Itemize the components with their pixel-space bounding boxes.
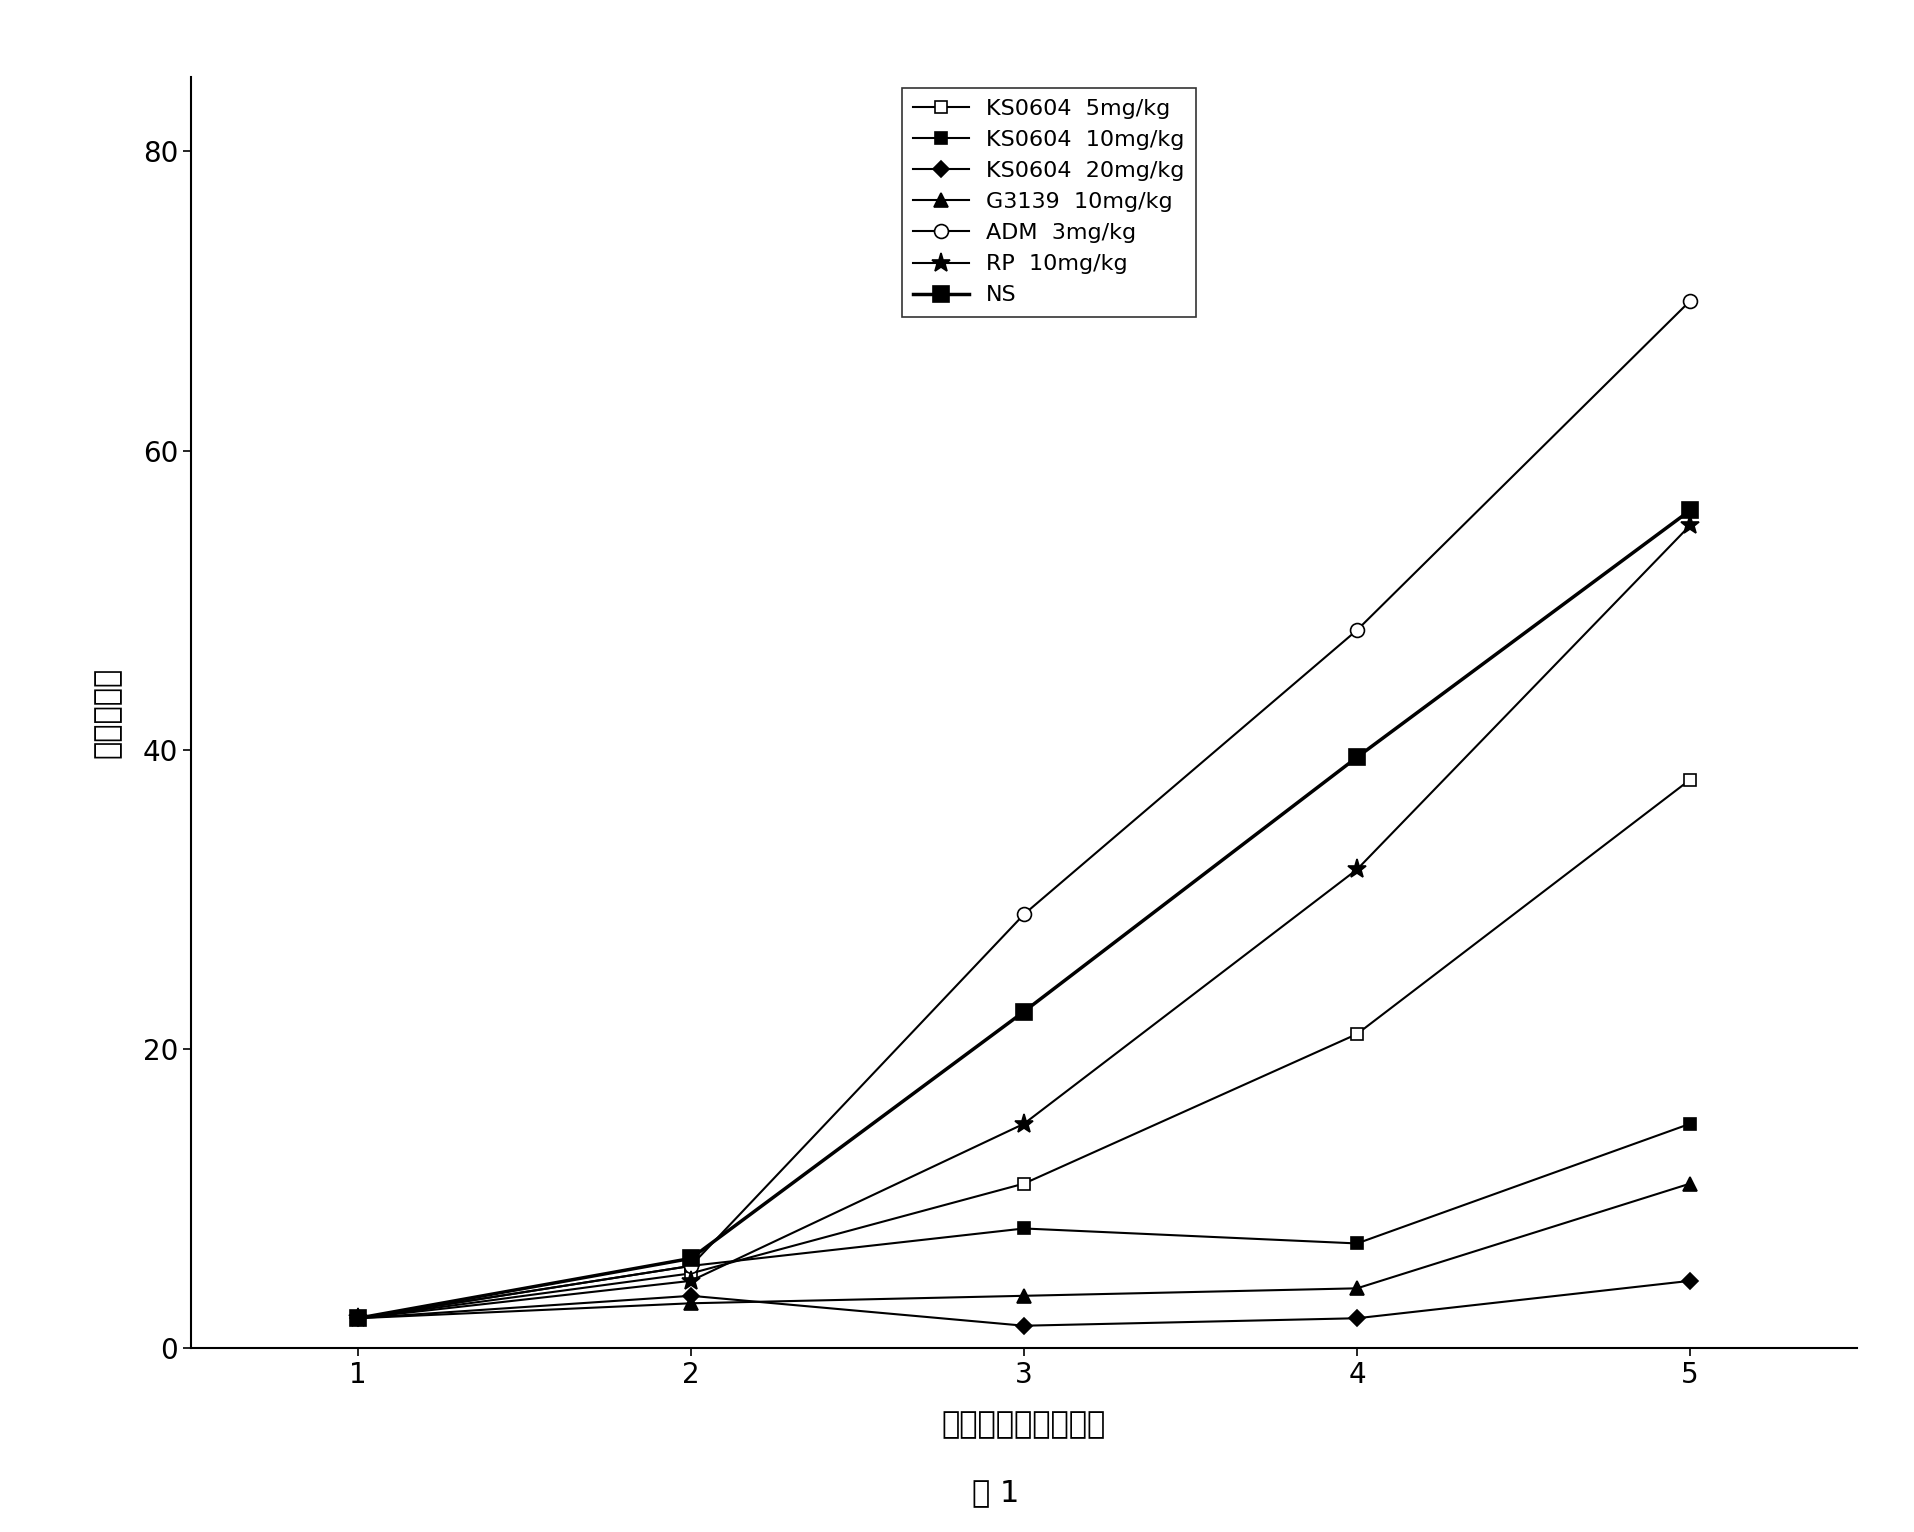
- Legend: KS0604  5mg/kg, KS0604  10mg/kg, KS0604  20mg/kg, G3139  10mg/kg, ADM  3mg/kg, R: KS0604 5mg/kg, KS0604 10mg/kg, KS0604 20…: [901, 87, 1196, 317]
- NS: [1346, 748, 1369, 766]
- KS0604  5mg/kg: [1679, 771, 1702, 789]
- X-axis label: 检测点（时间顺序）: 检测点（时间顺序）: [942, 1409, 1106, 1439]
- Line: KS0604  5mg/kg: KS0604 5mg/kg: [352, 774, 1696, 1325]
- Line: RP  10mg/kg: RP 10mg/kg: [348, 516, 1700, 1328]
- KS0604  20mg/kg: [679, 1287, 702, 1305]
- KS0604  10mg/kg: [1013, 1219, 1035, 1238]
- KS0604  5mg/kg: [346, 1308, 369, 1327]
- KS0604  10mg/kg: [1679, 1115, 1702, 1134]
- NS: [1013, 1002, 1035, 1020]
- RP  10mg/kg: [1013, 1115, 1035, 1134]
- NS: [1679, 501, 1702, 519]
- RP  10mg/kg: [1346, 861, 1369, 879]
- RP  10mg/kg: [346, 1308, 369, 1327]
- KS0604  20mg/kg: [1679, 1272, 1702, 1290]
- ADM  3mg/kg: [1679, 291, 1702, 309]
- KS0604  5mg/kg: [1013, 1175, 1035, 1193]
- Line: ADM  3mg/kg: ADM 3mg/kg: [350, 294, 1698, 1325]
- KS0604  5mg/kg: [679, 1264, 702, 1282]
- NS: [679, 1249, 702, 1267]
- G3139  10mg/kg: [1346, 1279, 1369, 1298]
- G3139  10mg/kg: [679, 1295, 702, 1313]
- G3139  10mg/kg: [1679, 1175, 1702, 1193]
- Y-axis label: 相对睤体积: 相对睤体积: [94, 666, 122, 758]
- Line: NS: NS: [350, 502, 1698, 1325]
- G3139  10mg/kg: [1013, 1287, 1035, 1305]
- RP  10mg/kg: [679, 1272, 702, 1290]
- Line: KS0604  10mg/kg: KS0604 10mg/kg: [352, 1117, 1696, 1325]
- G3139  10mg/kg: [346, 1308, 369, 1327]
- KS0604  20mg/kg: [1346, 1308, 1369, 1327]
- Line: G3139  10mg/kg: G3139 10mg/kg: [350, 1177, 1698, 1325]
- ADM  3mg/kg: [346, 1308, 369, 1327]
- Text: 图 1: 图 1: [972, 1478, 1018, 1507]
- KS0604  10mg/kg: [1346, 1235, 1369, 1253]
- NS: [346, 1308, 369, 1327]
- KS0604  20mg/kg: [1013, 1316, 1035, 1334]
- KS0604  10mg/kg: [679, 1256, 702, 1275]
- ADM  3mg/kg: [679, 1256, 702, 1275]
- ADM  3mg/kg: [1346, 620, 1369, 639]
- KS0604  10mg/kg: [346, 1308, 369, 1327]
- Line: KS0604  20mg/kg: KS0604 20mg/kg: [352, 1275, 1696, 1331]
- KS0604  5mg/kg: [1346, 1025, 1369, 1043]
- RP  10mg/kg: [1679, 516, 1702, 535]
- KS0604  20mg/kg: [346, 1308, 369, 1327]
- ADM  3mg/kg: [1013, 905, 1035, 924]
